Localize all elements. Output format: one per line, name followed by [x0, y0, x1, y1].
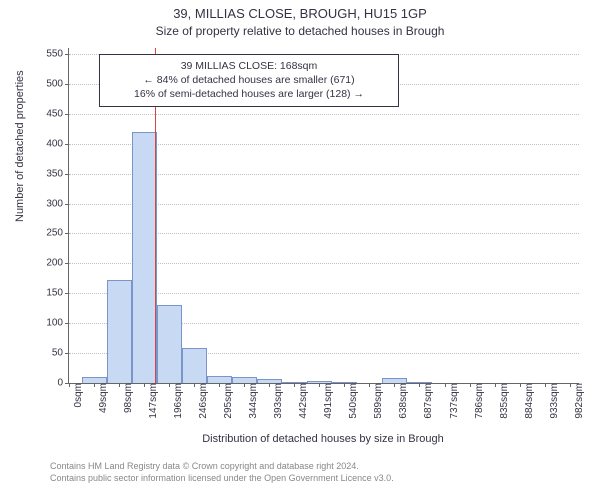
x-tick-label: 0sqm [69, 383, 84, 407]
x-axis-title: Distribution of detached houses by size … [68, 433, 578, 445]
histogram-bar [82, 377, 107, 383]
x-tick-label: 884sqm [520, 383, 535, 419]
footer-attribution: Contains HM Land Registry data © Crown c… [50, 461, 394, 484]
x-tick-label: 49sqm [94, 383, 109, 413]
histogram-bar [332, 382, 357, 383]
y-tick-label: 100 [46, 318, 69, 329]
x-tick-label: 687sqm [419, 383, 434, 419]
histogram-bar [132, 132, 157, 383]
histogram-bar [182, 348, 207, 383]
histogram-bar [307, 381, 332, 383]
histogram-bar [207, 376, 232, 383]
annotation-box: 39 MILLIAS CLOSE: 168sqm← 84% of detache… [99, 54, 399, 107]
x-tick-label: 442sqm [294, 383, 309, 419]
x-tick-label: 196sqm [169, 383, 184, 419]
y-tick-label: 200 [46, 258, 69, 269]
x-tick-label: 147sqm [144, 383, 159, 419]
y-tick-label: 300 [46, 198, 69, 209]
y-tick-label: 550 [46, 48, 69, 59]
x-tick-label: 344sqm [244, 383, 259, 419]
x-tick-label: 786sqm [470, 383, 485, 419]
histogram-bar [282, 382, 307, 383]
histogram-bar [107, 280, 132, 383]
chart-container: 39, MILLIAS CLOSE, BROUGH, HU15 1GP Size… [0, 0, 600, 500]
x-tick-label: 246sqm [194, 383, 209, 419]
grid-line [69, 114, 579, 115]
chart-title-sub: Size of property relative to detached ho… [0, 24, 600, 38]
x-tick-label: 835sqm [495, 383, 510, 419]
annotation-line: 39 MILLIAS CLOSE: 168sqm [106, 59, 392, 73]
x-tick-label: 393sqm [269, 383, 284, 419]
x-tick-label: 589sqm [369, 383, 384, 419]
x-tick-label: 638sqm [394, 383, 409, 419]
y-tick-label: 50 [52, 348, 69, 359]
y-tick-label: 400 [46, 138, 69, 149]
y-axis-title: Number of detached properties [14, 70, 26, 222]
histogram-bar [407, 382, 432, 383]
x-tick-label: 737sqm [445, 383, 460, 419]
annotation-line: 16% of semi-detached houses are larger (… [106, 87, 392, 101]
x-tick-label: 933sqm [545, 383, 560, 419]
histogram-bar [257, 379, 282, 383]
x-tick-label: 295sqm [219, 383, 234, 419]
y-tick-label: 500 [46, 78, 69, 89]
y-tick-label: 350 [46, 168, 69, 179]
footer-line-1: Contains HM Land Registry data © Crown c… [50, 461, 394, 473]
footer-line-2: Contains public sector information licen… [50, 473, 394, 485]
x-tick-label: 982sqm [570, 383, 585, 419]
chart-title-main: 39, MILLIAS CLOSE, BROUGH, HU15 1GP [0, 6, 600, 21]
y-tick-label: 0 [57, 378, 69, 389]
x-tick-label: 98sqm [119, 383, 134, 413]
annotation-line: ← 84% of detached houses are smaller (67… [106, 73, 392, 87]
y-tick-label: 150 [46, 288, 69, 299]
histogram-bar [232, 377, 257, 383]
y-tick-label: 250 [46, 228, 69, 239]
x-tick-label: 540sqm [344, 383, 359, 419]
y-tick-label: 450 [46, 108, 69, 119]
x-tick-label: 491sqm [319, 383, 334, 419]
histogram-bar [157, 305, 182, 383]
plot-area: 0501001502002503003504004505005500sqm49s… [68, 48, 579, 384]
histogram-bar [382, 378, 407, 383]
